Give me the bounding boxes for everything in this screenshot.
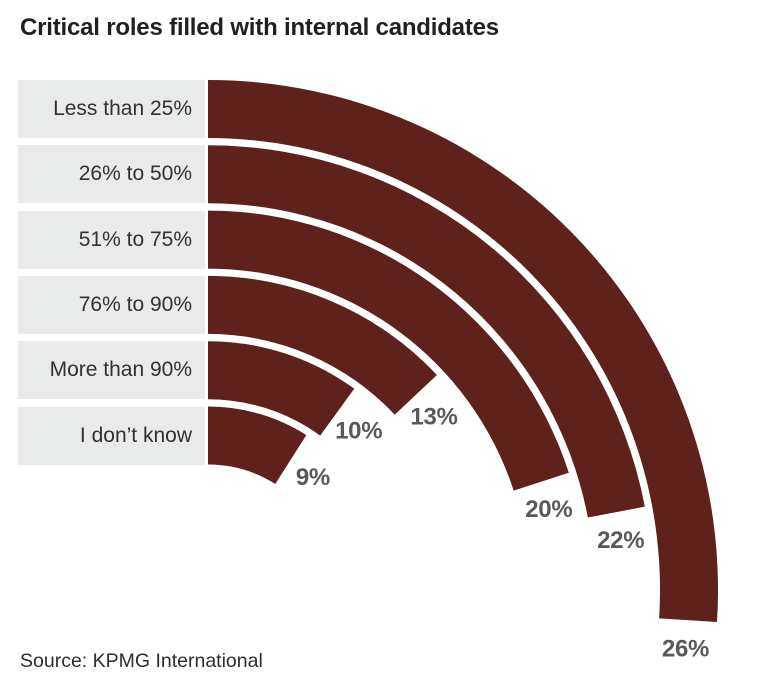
source-org: KPMG International xyxy=(92,650,263,672)
category-label: More than 90% xyxy=(18,341,205,400)
value-label: 9% xyxy=(296,464,330,491)
category-label: 51% to 75% xyxy=(18,210,205,269)
value-label: 20% xyxy=(525,496,572,523)
arc-bar xyxy=(208,275,437,415)
chart-title: Critical roles filled with internal cand… xyxy=(20,14,499,41)
arc-bar xyxy=(208,406,307,485)
value-label: 10% xyxy=(335,417,382,444)
category-label: Less than 25% xyxy=(18,80,205,138)
arc-bar xyxy=(208,341,355,436)
category-label: 26% to 50% xyxy=(18,145,205,204)
source-caption: Source: KPMG International xyxy=(20,650,263,673)
value-label: 22% xyxy=(597,527,644,554)
arc-bar xyxy=(208,80,718,623)
arc-bar xyxy=(208,145,645,518)
value-label: 13% xyxy=(410,404,457,431)
source-prefix: Source: xyxy=(20,650,88,672)
value-label: 26% xyxy=(662,636,709,663)
category-label: I don’t know xyxy=(18,406,205,465)
arc-bar xyxy=(208,210,569,491)
category-label: 76% to 90% xyxy=(18,275,205,334)
